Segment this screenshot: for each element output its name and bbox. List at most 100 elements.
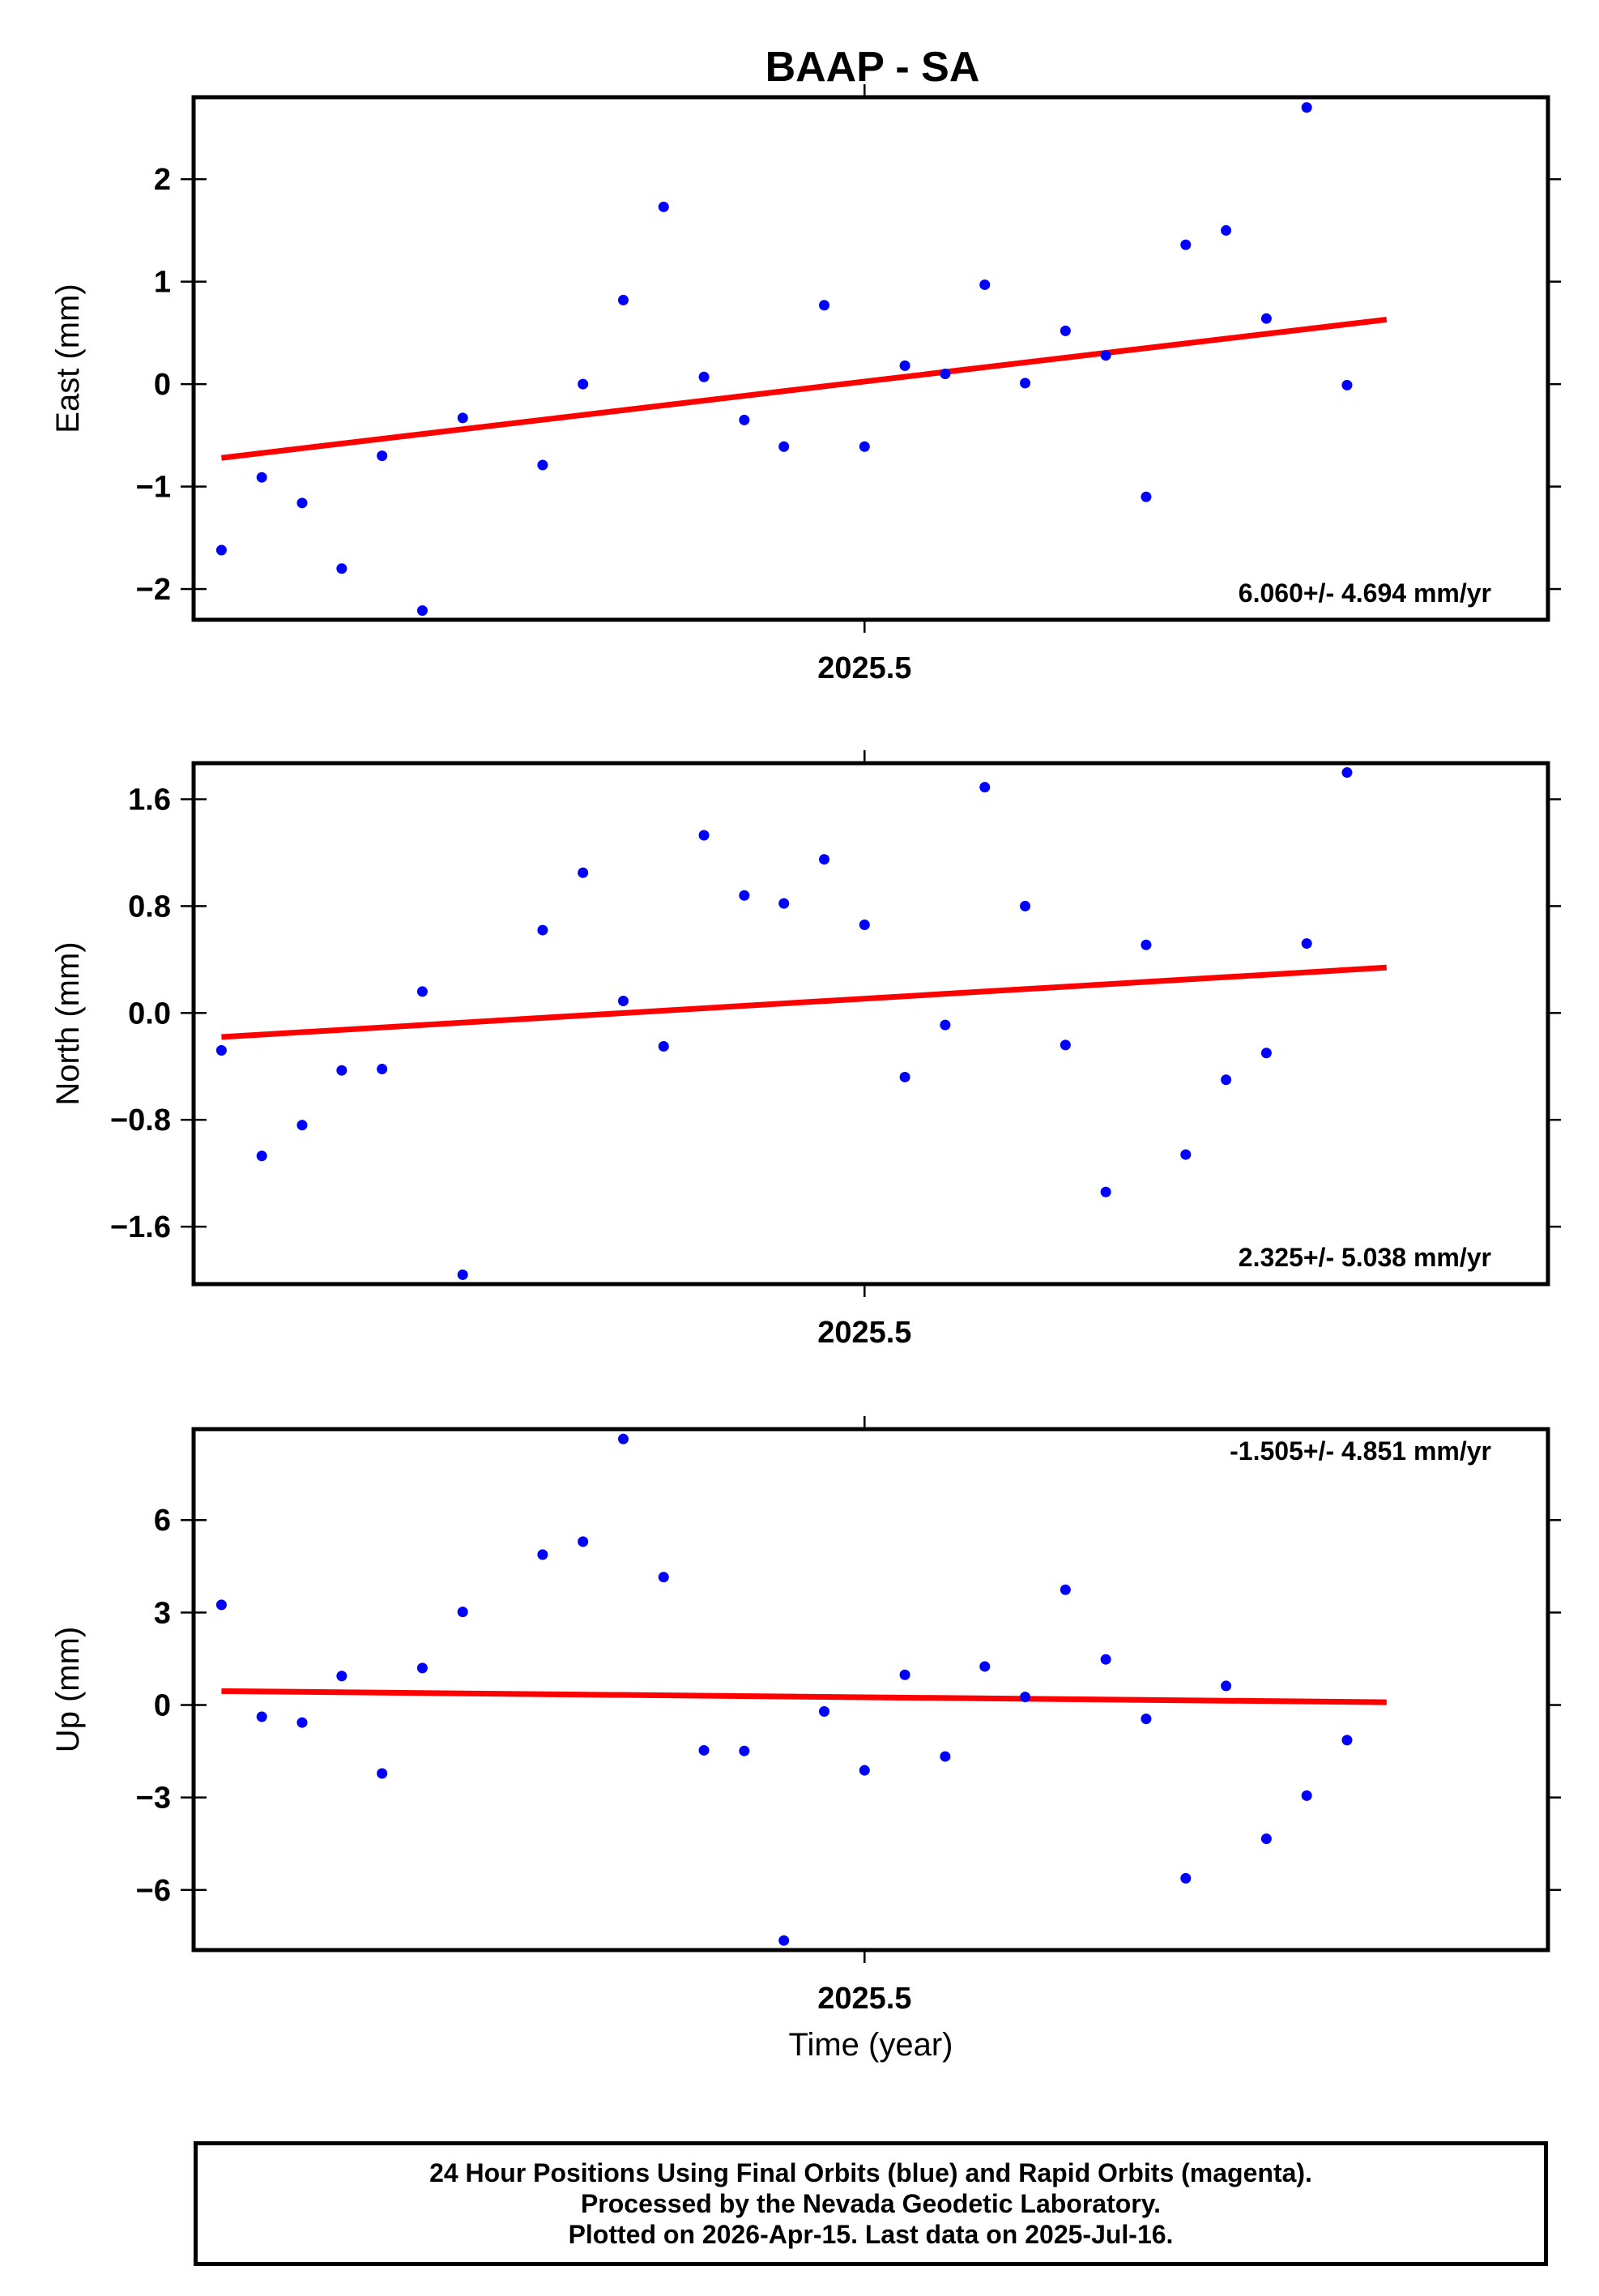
y-tick-label: 0.0 [128,996,171,1031]
data-point [256,1150,267,1162]
data-point [940,1751,951,1762]
panel-east: 2 1 0 −1 −2 2025.5 East (mm) 6.060+/- 4.694 mm/… [50,84,1561,685]
data-point [1100,350,1111,361]
data-point [819,854,830,865]
data-point [537,1549,548,1560]
data-point [658,1041,669,1052]
y-axis-label: North (mm) [50,941,86,1105]
data-point [1020,1692,1031,1703]
y-tick-label: 6 [154,1504,171,1538]
y-tick-label: 2 [154,163,171,197]
data-point [1100,1186,1111,1197]
data-point [778,441,790,452]
data-point [859,1765,870,1776]
data-point [899,1071,910,1082]
data-point [739,1745,750,1756]
data-point [1100,1654,1111,1665]
y-tick-label: −0.8 [110,1103,171,1137]
data-point [859,441,870,452]
data-layer [215,102,1388,617]
trend-line [221,1688,1387,1705]
data-point [819,300,830,311]
panel-up: 6 3 0 −3 −6 2025.5 Up (mm) Time (year) -1.505+/-… [50,1416,1561,2063]
data-point [377,1064,388,1075]
data-point [1301,102,1312,113]
data-point [658,1572,669,1583]
data-point [1341,767,1353,779]
data-point [377,1768,388,1779]
data-point [1060,1039,1071,1051]
data-point [617,294,629,305]
data-point [296,497,308,509]
data-point [1221,224,1232,236]
y-tick-label: 0 [154,1689,171,1723]
trend-line [220,316,1388,461]
data-point [1301,938,1312,950]
data-point [537,924,548,936]
data-point [1180,1872,1192,1884]
data-point [1141,491,1152,502]
data-point [336,1671,348,1682]
data-point [578,378,589,390]
plot-frame [191,761,1550,1287]
velocity-rate-label: -1.505+/- 4.851 mm/yr [1230,1436,1491,1466]
figure-title: BAAP - SA [765,44,980,91]
panel-north: 1.6 0.8 0.0 −0.8 −1.6 2025.5 North (mm) 2.325+/… [50,750,1561,1350]
data-point [296,1120,308,1131]
data-point [377,450,388,462]
data-point [1020,378,1031,389]
data-layer [215,767,1388,1280]
data-point [658,201,669,212]
data-point [1221,1680,1232,1692]
data-point [739,414,750,425]
data-point [578,867,589,878]
data-point [940,1019,951,1031]
footer-line-dates: Plotted on 2026-Apr-15. Last data on 202… [568,2220,1174,2249]
data-point [336,1065,348,1076]
data-point [457,412,468,424]
data-point [1180,239,1192,250]
data-point [1301,1790,1312,1801]
data-point [940,368,951,379]
data-point [859,919,870,930]
data-point [1141,1713,1152,1725]
data-point [698,1744,710,1756]
data-point [819,1706,830,1718]
y-tick-label: 0.8 [128,890,171,924]
x-tick-label: 2025.5 [817,1982,911,2016]
data-point [457,1269,468,1280]
data-point [1260,313,1272,324]
velocity-rate-label: 6.060+/- 4.694 mm/yr [1239,578,1491,608]
data-point [1180,1149,1192,1160]
footer-line-orbits: 24 Hour Positions Using Final Orbits (bl… [429,2158,1312,2187]
data-point [457,1607,468,1618]
data-point [1341,379,1353,390]
y-tick-label: −2 [136,573,171,607]
processing-info-box: 24 Hour Positions Using Final Orbits (bl… [194,2141,1548,2266]
data-point [1020,900,1031,911]
x-tick-label: 2025.5 [817,651,911,685]
data-point [1060,1584,1071,1595]
data-point [1221,1074,1232,1086]
data-point [979,279,991,290]
y-axis-label: East (mm) [50,284,86,433]
data-point [899,1669,910,1680]
x-axis-label: Time (year) [789,2027,953,2063]
data-point [1260,1833,1272,1845]
y-axis-label: Up (mm) [50,1627,86,1753]
y-tick-label: 1 [154,266,171,300]
data-point [256,1711,267,1722]
y-tick-label: −1.6 [110,1210,171,1244]
y-tick-label: −3 [136,1782,171,1816]
data-point [617,995,629,1006]
data-point [899,360,910,371]
data-point [215,544,227,556]
data-point [698,830,710,841]
data-point [256,472,267,483]
data-point [778,1935,790,1946]
data-point [215,1044,227,1056]
data-point [1260,1048,1272,1059]
y-tick-label: 0 [154,368,171,402]
data-point [979,782,991,793]
y-tick-label: −6 [136,1874,171,1908]
